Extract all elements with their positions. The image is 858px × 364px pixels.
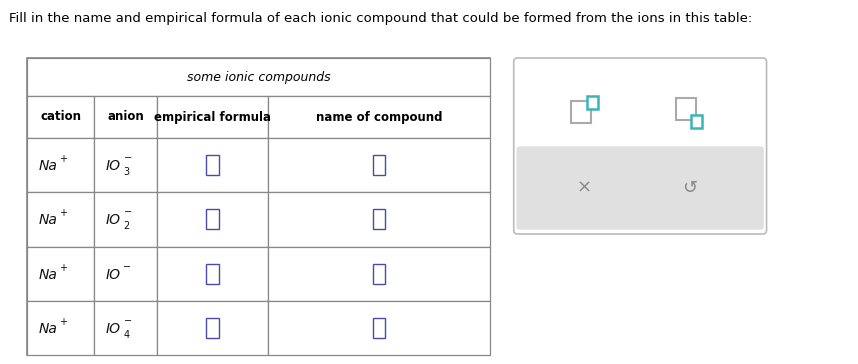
Text: −: − [124,153,132,163]
Text: −: − [124,207,132,217]
Bar [27,96,94,138]
Bar [268,192,490,246]
Bar [94,138,157,192]
Bar [587,96,599,109]
Bar [268,301,490,355]
Bar [94,96,157,138]
Bar [373,209,385,229]
Bar [373,318,385,338]
Bar [157,96,268,138]
Text: ↺: ↺ [682,179,697,197]
FancyBboxPatch shape [514,58,766,234]
Text: IO: IO [106,213,121,228]
Bar [206,264,219,284]
Text: name of compound: name of compound [316,111,443,123]
Text: anion: anion [107,111,144,123]
Bar [571,101,591,123]
Bar [157,138,268,192]
Bar [691,115,703,128]
Bar [157,301,268,355]
FancyBboxPatch shape [517,146,764,230]
Text: 3: 3 [124,167,130,177]
Text: −: − [123,262,131,272]
Bar [27,301,94,355]
Text: Fill in the name and empirical formula of each ionic compound that could be form: Fill in the name and empirical formula o… [9,12,752,25]
Bar [27,246,94,301]
Bar [27,138,94,192]
Bar [206,318,219,338]
Bar [157,192,268,246]
Text: −: − [124,316,132,326]
Bar [94,246,157,301]
Text: ×: × [576,179,591,197]
Text: +: + [59,262,67,273]
Bar [373,264,385,284]
Bar [94,301,157,355]
Text: IO: IO [106,322,121,336]
Text: +: + [59,317,67,327]
Bar [206,155,219,175]
Text: +: + [59,154,67,164]
Bar [676,98,696,120]
Bar [157,246,268,301]
Text: Na: Na [39,159,57,173]
Text: IO: IO [106,159,121,173]
Bar [27,58,490,355]
Bar [373,155,385,175]
Bar [268,246,490,301]
Text: Na: Na [39,213,57,228]
Bar [268,138,490,192]
Text: some ionic compounds: some ionic compounds [187,71,330,83]
Bar [206,209,219,229]
Bar [94,192,157,246]
Text: +: + [59,208,67,218]
Bar [27,58,490,96]
Bar [27,192,94,246]
Text: Na: Na [39,322,57,336]
Text: Na: Na [39,268,57,282]
Text: IO: IO [106,268,121,282]
Text: 4: 4 [124,330,130,340]
Text: empirical formula: empirical formula [154,111,271,123]
Text: 2: 2 [124,221,130,232]
Text: cation: cation [40,111,82,123]
Bar [268,96,490,138]
